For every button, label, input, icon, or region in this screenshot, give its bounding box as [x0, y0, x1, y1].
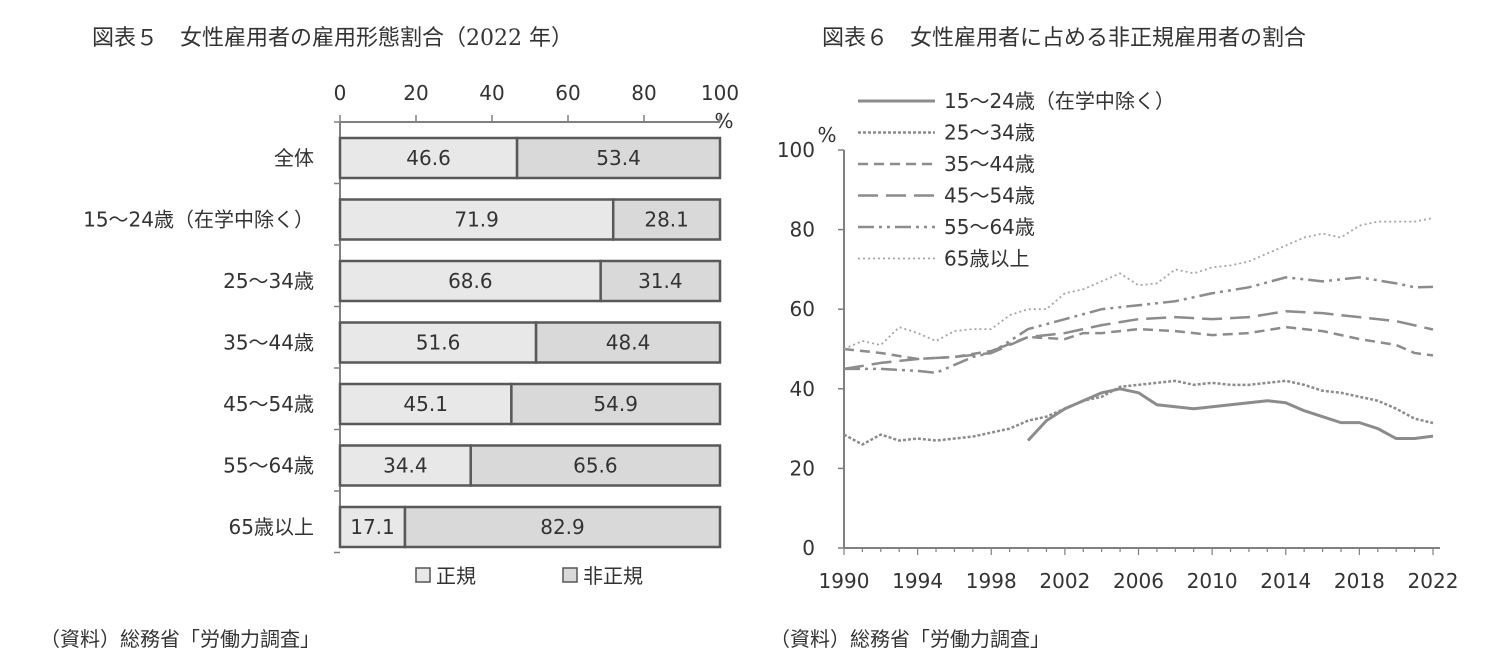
chart5: 図表５ 女性雇用者の雇用形態割合（2022 年） 0 20 40 60 80 100 % … — [40, 26, 739, 651]
bar-hiseiki — [403, 505, 722, 549]
chart6-x-tick-label: 2006 — [1113, 569, 1164, 593]
series-line-4 — [844, 276, 1434, 375]
bar-value-label: 17.1 — [350, 515, 395, 539]
chart5-legend: 正規 非正規 — [415, 564, 643, 588]
series-line-3 — [843, 309, 1434, 371]
bar-hiseiki — [534, 321, 722, 364]
bar-value-label: 48.4 — [606, 331, 651, 355]
legend-series-label: 15～24歳（在学中除く） — [944, 89, 1175, 113]
chart6: 図表６ 女性雇用者に占める非正規雇用者の割合 % 0 20 40 60 80 100 199… — [770, 26, 1458, 651]
bar-value-label: 65.6 — [573, 454, 618, 478]
chart5-source: （資料）総務省「労働力調査」 — [40, 627, 320, 651]
chart6-title: 図表６ 女性雇用者に占める非正規雇用者の割合 — [822, 26, 1306, 51]
bar-hiseiki — [611, 198, 722, 241]
chart5-category-label: 全体 — [274, 146, 314, 170]
series-line-1 — [843, 379, 1434, 446]
bar-value-label: 82.9 — [540, 515, 585, 539]
chart6-legend: 15～24歳（在学中除く） 25～34歳 35～44歳 45～54歳 55～64歳 65歳… — [858, 89, 1175, 271]
bar-seiki — [338, 259, 602, 303]
chart5-category-label: 15～24歳（在学中除く） — [83, 208, 314, 232]
bar-seiki — [338, 321, 538, 364]
chart5-x-tick-label: 60 — [555, 81, 580, 105]
bar-value-label: 46.6 — [406, 146, 451, 170]
chart5-category-label: 55～64歳 — [223, 454, 314, 478]
legend-swatch-seiki — [415, 567, 431, 583]
legend-swatch-hiseiki — [562, 567, 578, 583]
chart5-x-tick-label: 80 — [631, 81, 656, 105]
chart5-bars: 全体 46.6 53.4 15～24歳（在学中除く） 71.9 28.1 25～34歳 68.… — [83, 136, 722, 549]
chart6-x-tick-label: 1994 — [892, 569, 943, 593]
legend-series-label: 25～34歳 — [944, 121, 1035, 145]
legend-series-label: 45～54歳 — [944, 184, 1035, 208]
chart6-y-tick-label: 80 — [790, 218, 815, 242]
bar-seiki — [338, 444, 472, 487]
bar-value-label: 28.1 — [644, 208, 689, 232]
bar-hiseiki — [469, 444, 722, 487]
bar-value-label: 54.9 — [593, 392, 638, 416]
bar-value-label: 45.1 — [403, 392, 448, 416]
legend-series-label: 55～64歳 — [944, 215, 1035, 239]
chart6-x-tick-label: 2022 — [1408, 569, 1459, 593]
series-line-2 — [843, 325, 1434, 361]
chart5-x-tick-labels: 0 20 40 60 80 100 — [334, 81, 739, 105]
chart5-axis-ticks — [334, 115, 721, 554]
chart6-y-tick-label: 0 — [802, 536, 815, 560]
chart5-x-tick-label: 100 — [701, 81, 739, 105]
bar-value-label: 34.4 — [383, 454, 428, 478]
bar-seiki — [338, 136, 519, 180]
chart5-category-label: 35～44歳 — [223, 331, 314, 355]
chart5-x-tick-label: 0 — [334, 81, 347, 105]
legend-label-hiseiki: 非正規 — [583, 564, 643, 588]
chart5-unit-label: % — [714, 109, 733, 133]
bar-hiseiki — [515, 136, 722, 180]
chart6-unit-label: % — [817, 123, 836, 147]
legend-label-seiki: 正規 — [436, 564, 476, 588]
chart6-x-tick-label: 1998 — [966, 569, 1017, 593]
chart6-x-tick-label: 2014 — [1260, 569, 1311, 593]
bar-hiseiki — [510, 382, 722, 426]
chart6-x-tick-label: 2010 — [1187, 569, 1238, 593]
chart6-axes: 0 20 40 60 80 100 1990 1994 1998 2002 2006 2010 2014… — [777, 138, 1459, 593]
chart5-x-tick-label: 40 — [479, 81, 504, 105]
bar-hiseiki — [599, 259, 722, 303]
bar-value-label: 71.9 — [454, 208, 499, 232]
chart5-x-tick-label: 20 — [403, 81, 428, 105]
chart6-lines — [843, 217, 1434, 446]
bar-seiki — [338, 198, 615, 241]
chart6-y-tick-label: 60 — [790, 297, 815, 321]
chart5-title: 図表５ 女性雇用者の雇用形態割合（2022 年） — [92, 26, 573, 51]
chart5-category-label: 65歳以上 — [229, 515, 314, 539]
bar-value-label: 51.6 — [416, 331, 461, 355]
chart6-x-tick-label: 2002 — [1039, 569, 1090, 593]
chart5-category-label: 45～54歳 — [223, 392, 314, 416]
bar-value-label: 31.4 — [638, 269, 683, 293]
chart6-y-tick-label: 40 — [790, 377, 815, 401]
bar-value-label: 68.6 — [448, 269, 493, 293]
series-line-0 — [1026, 387, 1434, 442]
series-line-5 — [843, 217, 1434, 350]
chart6-x-tick-label: 1990 — [819, 569, 870, 593]
chart6-x-tick-label: 2018 — [1334, 569, 1385, 593]
chart6-y-tick-label: 20 — [790, 456, 815, 480]
chart5-category-label: 25～34歳 — [223, 269, 314, 293]
chart6-source: （資料）総務省「労働力調査」 — [770, 627, 1050, 651]
bar-value-label: 53.4 — [596, 146, 641, 170]
legend-series-label: 35～44歳 — [944, 152, 1035, 176]
legend-series-label: 65歳以上 — [944, 247, 1029, 271]
bar-seiki — [338, 382, 513, 426]
chart6-y-tick-label: 100 — [777, 138, 815, 162]
